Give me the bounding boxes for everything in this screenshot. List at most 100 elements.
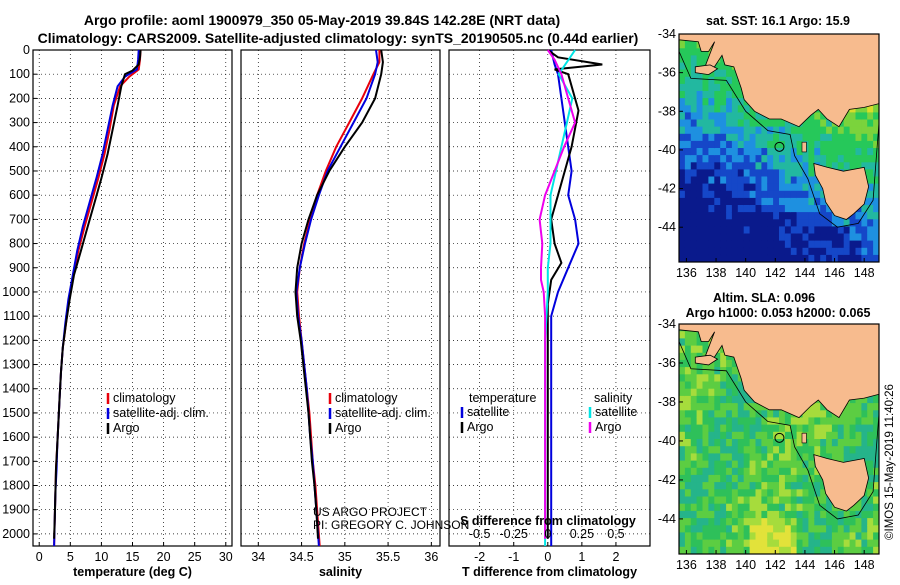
map-cell (873, 532, 879, 541)
map-cell (731, 359, 739, 368)
map-cell (814, 212, 821, 220)
map-cell (855, 395, 862, 404)
map-cell (837, 148, 845, 156)
title-line-2: Climatology: CARS2009. Satellite-adjuste… (38, 30, 639, 46)
map-cell (790, 518, 798, 526)
map-cell (726, 183, 733, 192)
map-cell (702, 219, 709, 227)
map-cell (702, 453, 709, 462)
map-cell (684, 331, 692, 339)
map-cell (855, 446, 862, 454)
map-cell (702, 48, 709, 56)
map-cell (802, 489, 809, 498)
map-cell (690, 503, 698, 512)
map-cell (720, 374, 727, 383)
map-cell (796, 439, 804, 447)
map-cell (831, 431, 839, 440)
map-cell (814, 240, 821, 249)
map-cell (690, 62, 698, 71)
map-cell (743, 133, 751, 142)
map-cell (731, 148, 739, 156)
map-cell (696, 240, 704, 249)
map-cell (796, 467, 804, 476)
map-cell (849, 240, 857, 249)
map-cell (767, 176, 774, 185)
map-cell (679, 183, 686, 192)
map-cell (708, 525, 715, 534)
map-cell (861, 424, 868, 433)
map-cell (796, 489, 804, 498)
map-cell (826, 219, 833, 227)
map-cell (679, 169, 686, 178)
mainland (679, 34, 879, 128)
map-cell (814, 539, 821, 548)
map-cell (726, 374, 733, 383)
map-cell (873, 183, 879, 192)
map-cell (790, 240, 798, 249)
map-cell (861, 162, 868, 170)
map-cell (837, 133, 845, 142)
map-cell (773, 439, 780, 447)
map-cell (696, 140, 704, 149)
map-cell (731, 76, 739, 85)
map-cell (708, 183, 715, 192)
map-cell (684, 446, 692, 454)
map-cell (796, 532, 804, 541)
map-cell (714, 83, 721, 92)
map-cell (684, 482, 692, 490)
map-cell (784, 119, 792, 128)
map-cell (820, 212, 827, 220)
map-cell (849, 453, 857, 462)
map-cell (767, 162, 774, 170)
map-cell (790, 453, 798, 462)
map-cell (820, 525, 827, 534)
map-cell (767, 518, 774, 526)
map-cell (814, 197, 821, 206)
map-cell (790, 183, 798, 192)
map-cell (837, 155, 845, 163)
map-cell (755, 403, 762, 411)
map-cell (837, 518, 845, 526)
map-cell (696, 403, 704, 411)
map-cell (790, 503, 798, 512)
map-cell (814, 417, 821, 426)
map-cell (690, 105, 698, 113)
map-cell (773, 176, 780, 185)
map-cell (855, 233, 862, 242)
map-cell (684, 247, 692, 256)
legend-title: salinity (594, 391, 633, 405)
map-cell (720, 233, 727, 242)
map-cell (679, 388, 686, 397)
kangaroo-island (694, 354, 719, 366)
map-cell (796, 417, 804, 426)
map-cell (826, 133, 833, 142)
map-cell (796, 148, 804, 156)
map-cell (826, 226, 833, 235)
map-cell (708, 126, 715, 135)
map-cell (755, 112, 762, 121)
map-cell (679, 197, 686, 206)
map-cell (690, 338, 698, 347)
map-cell (831, 233, 839, 242)
map-cell (714, 381, 721, 390)
map-cell (679, 467, 686, 476)
map-cell (726, 119, 733, 128)
map-cell (873, 212, 879, 220)
map-cell (867, 410, 874, 419)
map-cell (767, 226, 774, 235)
map-cell (808, 410, 815, 419)
map-cell (843, 133, 851, 142)
map-cell (802, 197, 809, 206)
series-line (53, 49, 140, 547)
map-cell (731, 190, 739, 199)
map-cell (702, 374, 709, 383)
map-cell (737, 197, 745, 206)
map-cell (855, 126, 862, 135)
map-cell (731, 374, 739, 383)
map-x-tick-label: 138 (706, 558, 727, 572)
map-cell (808, 190, 815, 199)
map-cell (790, 197, 798, 206)
map-cell (737, 240, 745, 249)
map-cell (773, 197, 780, 206)
map-cell (861, 233, 868, 242)
